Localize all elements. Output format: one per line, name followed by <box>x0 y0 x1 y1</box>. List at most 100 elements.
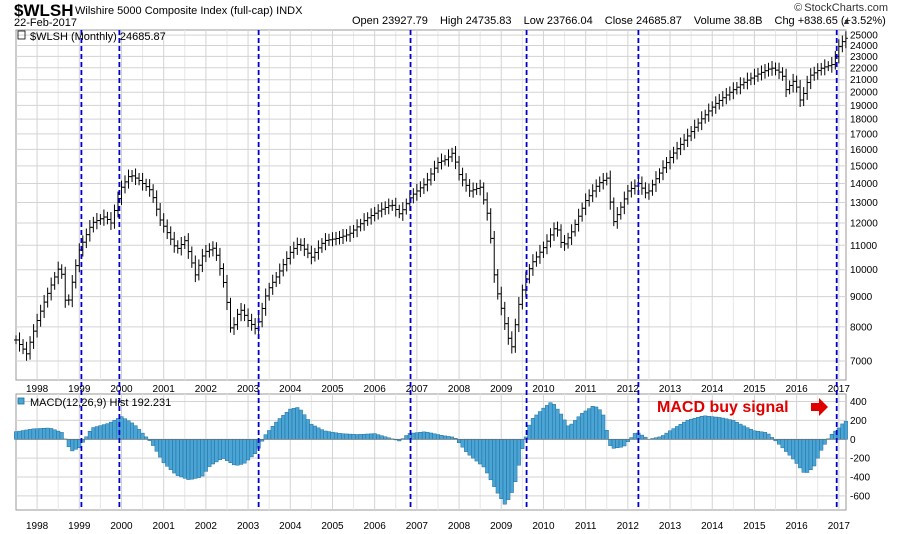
volume-value: 38.8B <box>733 15 763 27</box>
macd-histogram-bar <box>270 426 275 440</box>
macd-histogram-bar <box>94 426 99 440</box>
price-x-tick-label: 1998 <box>26 384 49 395</box>
macd-histogram-bar <box>727 419 732 440</box>
macd-histogram-bar <box>471 439 476 459</box>
price-y-tick-label: 11000 <box>850 241 878 252</box>
macd-histogram-bar <box>17 430 22 440</box>
macd-histogram-bar <box>217 439 222 461</box>
macd-histogram-bar <box>780 439 785 449</box>
macd-histogram-bar <box>105 423 110 440</box>
macd-histogram-bar <box>685 419 690 440</box>
macd-x-tick-label: 2015 <box>743 521 766 532</box>
macd-x-tick-label: 1999 <box>68 521 91 532</box>
macd-histogram-bar <box>108 421 113 440</box>
macd-histogram-bar <box>302 414 307 440</box>
macd-histogram-bar <box>450 436 455 440</box>
macd-histogram-bar <box>172 439 177 474</box>
macd-histogram-bar <box>49 428 54 440</box>
macd-histogram-bar <box>288 408 293 440</box>
price-y-tick-label: 20000 <box>850 88 878 99</box>
macd-histogram-bar <box>755 431 760 440</box>
macd-histogram-bar <box>348 433 353 440</box>
macd-histogram-bar <box>186 439 191 480</box>
macd-histogram-bar <box>316 427 321 440</box>
macd-histogram-bar <box>474 439 479 462</box>
brand-logo: © StockCharts.com <box>794 2 888 14</box>
copyright-symbol: © <box>794 2 803 14</box>
macd-histogram-bar <box>13 431 19 440</box>
macd-histogram-bar <box>787 439 792 456</box>
macd-histogram-bar <box>404 435 409 440</box>
price-x-tick-label: 2015 <box>743 384 766 395</box>
low-label: Low <box>523 15 544 27</box>
macd-histogram-bar <box>274 421 279 440</box>
macd-histogram-bar <box>478 439 483 465</box>
macd-x-tick-label: 2003 <box>237 521 260 532</box>
price-y-tick-label: 13000 <box>850 198 878 209</box>
macd-histogram-bar <box>168 439 173 470</box>
macd-histogram-bar <box>759 431 764 440</box>
macd-y-tick-label: -200 <box>850 454 870 465</box>
open-value: 23927.79 <box>381 15 428 27</box>
macd-x-tick-label: 2017 <box>828 521 851 532</box>
macd-histogram-bar <box>298 409 303 440</box>
price-y-tick-label: 25000 <box>850 31 878 42</box>
macd-histogram-bar <box>242 439 247 464</box>
macd-histogram-bar <box>668 430 673 440</box>
macd-histogram-bar <box>235 439 240 466</box>
macd-histogram-bar <box>362 433 367 440</box>
macd-histogram-bar <box>140 432 145 440</box>
quote-date: 22-Feb-2017 <box>14 17 77 29</box>
macd-histogram-bar <box>762 432 767 440</box>
price-legend: $WLSH (Monthly) 24685.87 <box>30 31 166 43</box>
macd-histogram-bar <box>551 404 557 440</box>
price-y-tick-label: 24000 <box>850 41 878 52</box>
macd-histogram-bar <box>101 424 106 440</box>
macd-histogram-bar <box>210 439 215 465</box>
macd-histogram-bar <box>330 431 335 440</box>
macd-histogram-bar <box>587 408 592 440</box>
macd-histogram-bar <box>580 413 585 440</box>
macd-histogram-bar <box>45 427 50 440</box>
macd-histogram-bar <box>661 435 666 440</box>
macd-histogram-bar <box>738 423 743 440</box>
macd-histogram-bar <box>24 429 29 440</box>
macd-histogram-bar <box>639 434 644 440</box>
macd-histogram-bar <box>597 409 602 440</box>
macd-histogram-bar <box>822 439 827 445</box>
price-y-tick-label: 16000 <box>850 145 878 156</box>
macd-histogram-bar <box>559 413 564 440</box>
macd-histogram-bar <box>442 435 448 440</box>
macd-histogram-bar <box>267 430 272 440</box>
price-x-tick-label: 2008 <box>448 384 471 395</box>
macd-histogram-bar <box>295 407 300 440</box>
macd-x-tick-label: 2011 <box>575 521 597 532</box>
macd-histogram-bar <box>643 436 648 440</box>
macd-histogram-bar <box>189 439 194 480</box>
brand-name: StockCharts.com <box>804 2 888 14</box>
macd-histogram-bar <box>38 428 43 440</box>
price-x-tick-label: 2014 <box>701 384 724 395</box>
high-label: High <box>439 15 463 27</box>
macd-x-tick-label: 2010 <box>532 521 555 532</box>
macd-histogram-bar <box>671 428 676 440</box>
macd-histogram-bar <box>495 439 500 494</box>
price-y-tick-label: 9000 <box>850 292 873 303</box>
macd-x-tick-label: 2002 <box>195 521 218 532</box>
volume-label: Volume <box>693 15 731 27</box>
price-x-tick-label: 2013 <box>659 384 682 395</box>
macd-histogram-bar <box>618 439 623 448</box>
macd-histogram-bar <box>133 425 138 440</box>
macd-histogram-bar <box>414 432 419 440</box>
macd-histogram-bar <box>467 439 472 456</box>
macd-histogram-bar <box>829 433 834 440</box>
macd-histogram-bar <box>35 428 40 440</box>
price-x-tick-label: 2003 <box>237 384 260 395</box>
macd-histogram-bar <box>513 439 518 482</box>
price-x-tick-label: 2006 <box>364 384 387 395</box>
macd-histogram-bar <box>351 434 356 440</box>
macd-y-tick-label: 0 <box>850 435 856 446</box>
macd-histogram-bar <box>161 439 166 464</box>
macd-histogram-bar <box>312 425 317 440</box>
